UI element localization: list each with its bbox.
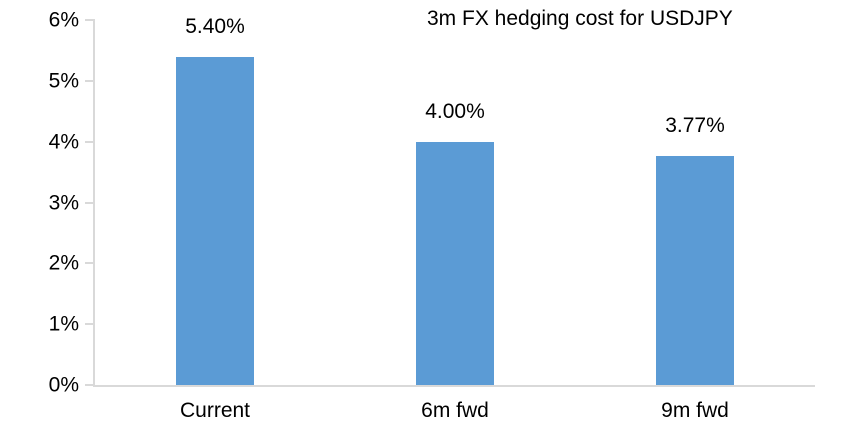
bar-9m-fwd xyxy=(656,155,734,385)
bar-value-label: 4.00% xyxy=(425,99,485,123)
y-tick-mark xyxy=(85,323,95,326)
x-category-label: 6m fwd xyxy=(421,399,489,422)
y-tick-mark xyxy=(85,201,95,204)
chart-title: 3m FX hedging cost for USDJPY xyxy=(427,7,733,30)
x-category-label: 9m fwd xyxy=(661,399,729,422)
y-tick-mark xyxy=(85,140,95,143)
y-tick-label: 4% xyxy=(48,130,79,154)
y-tick-label: 1% xyxy=(48,312,79,336)
y-tick-label: 6% xyxy=(48,8,79,32)
y-tick-mark xyxy=(85,79,95,82)
plot-area: 0% 1% 2% 3% 4% 5% 6% 5.40% Current 4.00% 6m fwd 3.7… xyxy=(49,10,815,422)
bar-value-label: 5.40% xyxy=(185,14,245,38)
y-tick-mark xyxy=(85,19,95,21)
y-tick-mark xyxy=(85,262,95,265)
y-tick-label: 5% xyxy=(48,69,79,93)
y-tick-mark xyxy=(85,384,95,386)
bar-current xyxy=(176,56,254,385)
bar-value-label: 3.77% xyxy=(665,113,725,137)
y-tick-label: 0% xyxy=(48,373,79,397)
y-tick-label: 2% xyxy=(48,251,79,275)
y-tick-label: 3% xyxy=(48,191,79,214)
x-category-label: Current xyxy=(179,399,251,422)
bar-6m-fwd xyxy=(416,141,494,385)
